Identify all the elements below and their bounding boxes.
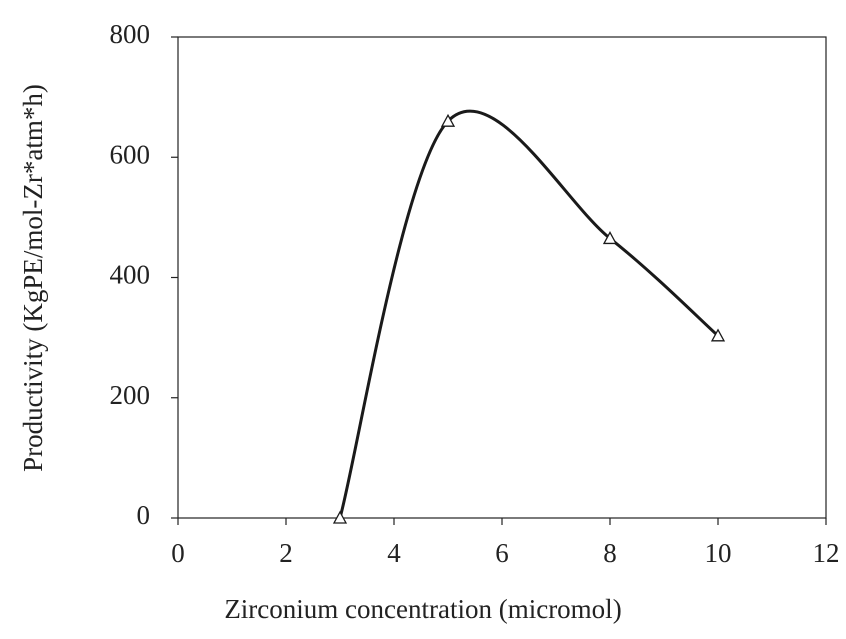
- data-point: [710, 328, 726, 342]
- data-point: [440, 113, 456, 127]
- data-point: [332, 510, 348, 524]
- data-point: [602, 231, 618, 245]
- x-tick-label: 2: [279, 538, 293, 568]
- x-tick-label: 12: [813, 538, 840, 568]
- y-tick-label: 600: [110, 139, 151, 169]
- y-tick-label: 800: [110, 19, 151, 49]
- y-tick-label: 400: [110, 260, 151, 290]
- y-axis-label: Productivity (KgPE/mol-Zr*atm*h): [18, 84, 48, 472]
- x-tick-label: 6: [495, 538, 509, 568]
- y-tick-label: 0: [137, 500, 151, 530]
- x-tick-label: 8: [603, 538, 617, 568]
- plot-frame: [177, 36, 827, 519]
- y-tick-label: 200: [110, 380, 151, 410]
- x-tick-label: 0: [171, 538, 185, 568]
- x-tick-label: 10: [705, 538, 732, 568]
- x-tick-label: 4: [387, 538, 401, 568]
- data-line: [338, 109, 720, 519]
- x-axis-label: Zirconium concentration (micromol): [224, 594, 621, 624]
